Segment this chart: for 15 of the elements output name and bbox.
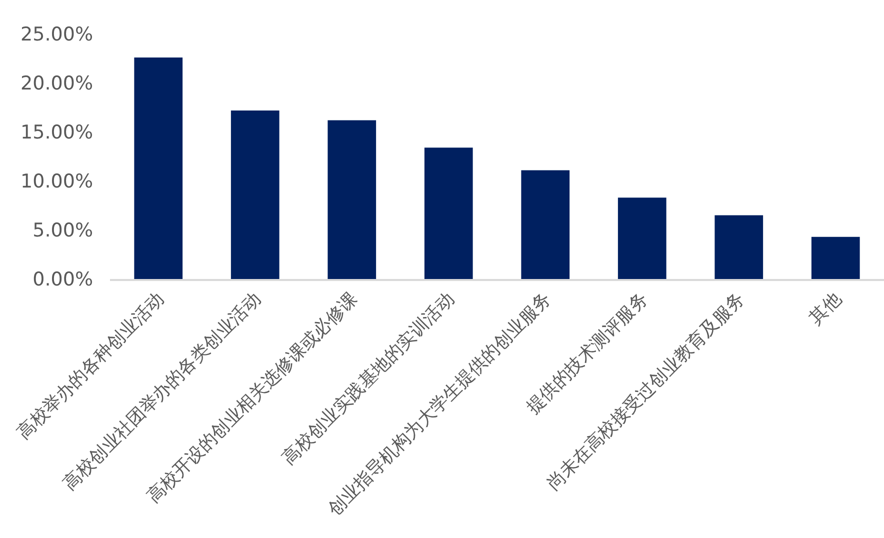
bar xyxy=(811,236,860,279)
y-tick-label: 20.00% xyxy=(20,72,93,95)
bar xyxy=(424,148,473,279)
bar xyxy=(714,215,764,279)
y-tick-label: 10.00% xyxy=(20,170,93,193)
bar xyxy=(134,58,183,279)
bar xyxy=(230,110,280,279)
x-tick-label: 其他 xyxy=(805,288,846,329)
bar xyxy=(521,170,570,279)
y-tick-label: 15.00% xyxy=(20,122,93,144)
y-tick-label: 25.00% xyxy=(20,24,93,46)
y-tick-label: 0.00% xyxy=(32,268,93,291)
bar xyxy=(328,120,376,279)
bar xyxy=(618,198,666,279)
y-tick-label: 5.00% xyxy=(32,220,93,242)
